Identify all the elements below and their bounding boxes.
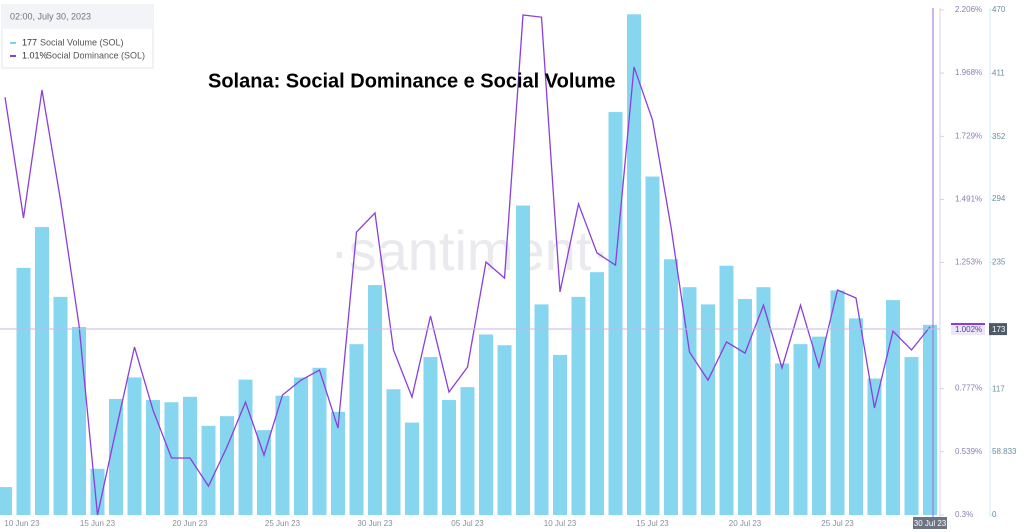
bar	[257, 430, 271, 515]
bar	[331, 411, 345, 515]
bar	[553, 354, 567, 515]
marker-bar	[951, 323, 985, 326]
x-tick-label: 25 Jun 23	[265, 519, 301, 528]
tooltip: 02:00, July 30, 2023 177 Social Volume (…	[1, 4, 154, 69]
bar	[664, 259, 678, 515]
y-tick-label: 1.253%	[955, 258, 982, 267]
bar	[127, 377, 142, 515]
y-tick-label: 1.729%	[955, 131, 982, 140]
bar	[109, 398, 123, 515]
marker-box	[951, 323, 985, 336]
bar	[442, 400, 456, 515]
bar	[423, 357, 438, 515]
y2-tick-label: 411	[992, 69, 1005, 78]
bar	[183, 396, 197, 515]
bar	[756, 287, 771, 515]
bar	[571, 296, 586, 515]
x-tick-label: 30 Jun 23	[357, 519, 393, 528]
bar	[294, 377, 308, 515]
tooltip-header	[2, 5, 153, 29]
bar	[386, 389, 401, 515]
legend-value: 177	[22, 37, 37, 47]
bar	[849, 318, 863, 515]
y-tick-label: 1.968%	[955, 68, 982, 77]
y2-tick-label: 352	[992, 132, 1006, 141]
line	[4, 14, 931, 516]
legend-value: 1.01%	[22, 50, 48, 60]
bar	[497, 345, 512, 515]
bar	[608, 112, 623, 516]
x-tick-label: 30 Jul 23	[914, 519, 947, 528]
watermark: ·santiment·	[330, 219, 610, 282]
bar	[793, 344, 808, 515]
y-tick-label: 0.777%	[955, 384, 982, 393]
y2-tick-label: 58.833	[992, 447, 1017, 456]
bar	[682, 287, 697, 515]
y2-tick-label: 235	[992, 258, 1006, 267]
bar	[35, 227, 49, 516]
x-tick-label: 20 Jun 23	[172, 519, 208, 528]
bar	[590, 272, 604, 515]
x-tick-label: 15 Jul 23	[636, 519, 669, 528]
bar	[923, 324, 937, 515]
tooltip-date: 02:00, July 30, 2023	[10, 11, 91, 21]
bar	[867, 378, 882, 515]
y2-tick-label: 294	[992, 194, 1006, 203]
bar	[830, 290, 845, 515]
y-tick-label: 0.539%	[955, 447, 982, 456]
y-tick-label: 0.3%	[955, 510, 973, 519]
bar	[738, 299, 752, 515]
x-tick-label: 25 Jul 23	[821, 519, 854, 528]
bar	[775, 363, 789, 515]
bar	[146, 400, 160, 515]
bar	[368, 285, 382, 515]
bar	[405, 422, 419, 515]
y2-tick-label: 0	[992, 510, 997, 519]
x-tick-label: 10 Jul 23	[544, 519, 577, 528]
x-label-box	[913, 517, 947, 529]
x-tick-label: 05 Jul 23	[451, 519, 484, 528]
x-tick-label: 10 Jun 23	[4, 519, 40, 528]
y-tick-label: 1.491%	[955, 195, 982, 204]
bar	[479, 334, 493, 515]
bar	[719, 265, 734, 515]
bar	[312, 367, 327, 515]
bar	[812, 336, 826, 515]
bar	[534, 304, 549, 515]
legend-label: Social Volume (SOL)	[40, 37, 124, 47]
x-tick-label: 20 Jul 23	[729, 519, 762, 528]
y2-tick-label: 470	[992, 5, 1006, 14]
marker-box	[989, 323, 1007, 336]
bar	[72, 326, 86, 515]
bar	[238, 379, 253, 515]
marker-label: 173	[992, 325, 1006, 334]
bar	[201, 425, 216, 515]
bar	[886, 300, 900, 515]
x-tick-label: 15 Jun 23	[80, 519, 116, 528]
bar	[349, 344, 364, 515]
bar	[16, 267, 31, 515]
bar	[904, 357, 919, 515]
y2-tick-label: 117	[992, 384, 1005, 393]
bar	[645, 176, 660, 516]
marker-label: 1.002%	[955, 325, 982, 334]
bar	[701, 304, 715, 515]
bar	[516, 205, 530, 515]
bar	[0, 487, 12, 515]
chart-title: Solana: Social Dominance e Social Volume	[208, 70, 616, 92]
bar	[275, 395, 290, 515]
bar	[627, 14, 641, 515]
bar	[53, 296, 68, 515]
bar	[460, 387, 475, 515]
y-tick-label: 2.206%	[955, 5, 982, 14]
legend-label: Social Dominance (SOL)	[46, 50, 145, 60]
bar	[220, 416, 234, 515]
